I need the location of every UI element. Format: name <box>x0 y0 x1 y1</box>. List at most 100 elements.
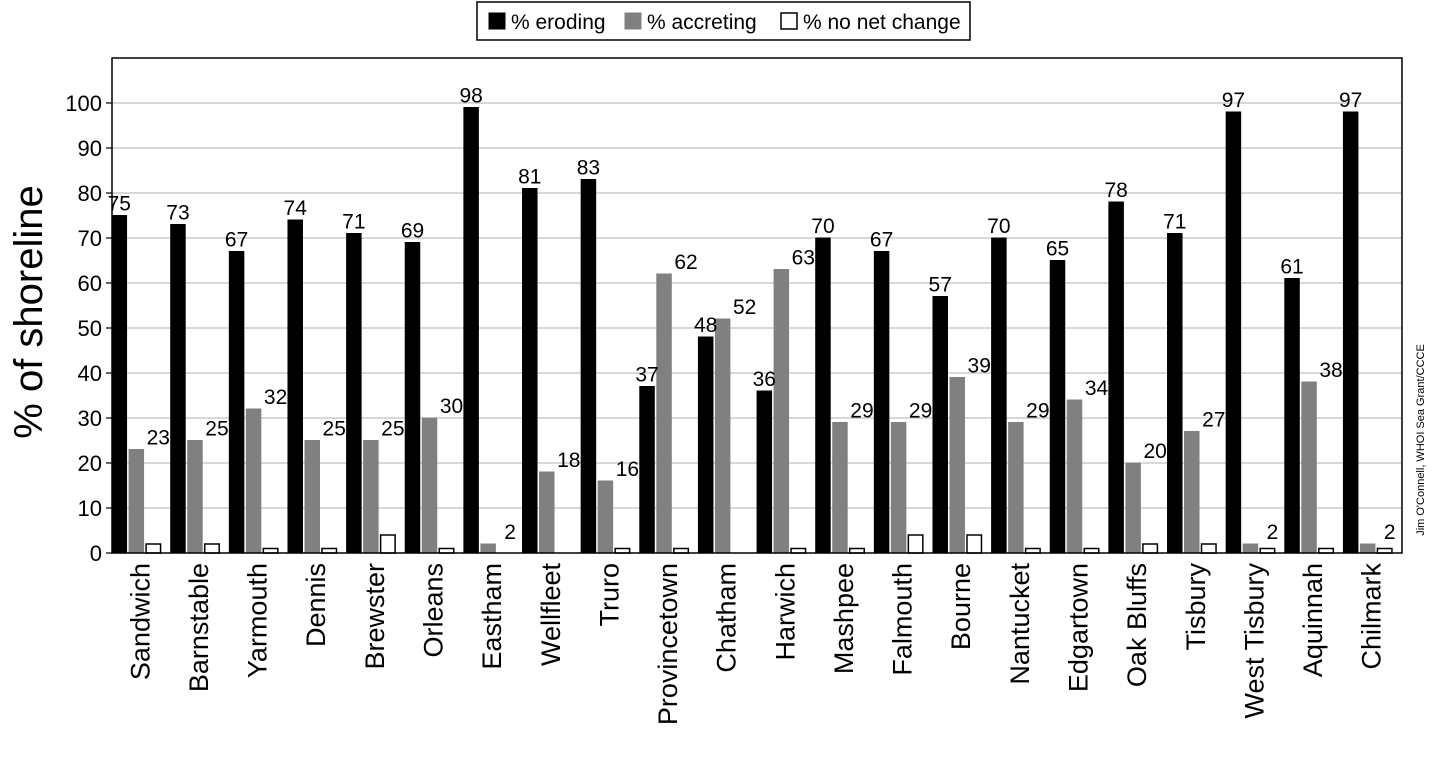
category-label: Nantucket <box>1005 563 1035 685</box>
data-label: 65 <box>1046 238 1069 261</box>
bar-eroding <box>228 251 245 554</box>
category-label: Truro <box>594 563 624 627</box>
bar-eroding <box>1108 201 1124 554</box>
category-label: Provincetown <box>653 563 683 725</box>
data-label: 16 <box>616 458 639 481</box>
bar-eroding <box>1167 233 1183 554</box>
category-label: Dennis <box>301 563 331 647</box>
bar-accreting <box>1066 399 1083 554</box>
bar-eroding <box>756 390 773 554</box>
y-axis-title: % of shoreline <box>7 185 51 438</box>
data-label: 97 <box>1339 89 1362 112</box>
bar-no-net-change <box>966 534 983 554</box>
bars <box>111 107 1393 554</box>
bar-accreting <box>480 543 496 554</box>
category-label: West Tisbury <box>1239 563 1269 719</box>
data-label: 48 <box>694 314 717 337</box>
bar-accreting <box>597 480 614 554</box>
y-tick-label: 0 <box>90 541 102 566</box>
bar-eroding <box>1284 278 1300 554</box>
data-label: 39 <box>968 355 991 378</box>
category-label: Eastham <box>477 563 507 670</box>
category-label: Chatham <box>712 563 742 673</box>
y-tick-label: 50 <box>78 316 102 341</box>
data-label: 25 <box>323 418 346 441</box>
bar-no-net-change <box>1200 543 1217 554</box>
category-label: Yarmouth <box>243 563 273 678</box>
data-label: 81 <box>518 166 541 189</box>
data-label: 30 <box>440 395 463 418</box>
legend-label-no-net-change: % no net change <box>803 11 961 34</box>
legend-swatch-eroding <box>488 12 506 30</box>
bar-accreting <box>1184 431 1200 554</box>
bar-eroding <box>932 296 948 554</box>
data-label: 52 <box>733 296 756 319</box>
data-label: 20 <box>1143 440 1166 463</box>
data-label: 29 <box>850 400 873 423</box>
category-label: Orleans <box>419 563 449 658</box>
data-label: 78 <box>1104 179 1127 202</box>
bar-accreting <box>949 377 965 554</box>
bar-no-net-change <box>379 534 396 554</box>
bar-accreting <box>187 440 203 554</box>
data-label: 57 <box>929 274 952 297</box>
category-label: Brewster <box>360 563 390 670</box>
legend-label-eroding: % eroding <box>511 11 606 34</box>
data-label: 34 <box>1085 377 1109 400</box>
data-label: 70 <box>987 215 1010 238</box>
legend-swatch-no-net-change <box>780 12 798 30</box>
category-label: Edgartown <box>1064 563 1094 692</box>
bar-accreting <box>1301 381 1317 554</box>
bar-accreting <box>539 471 555 554</box>
data-label: 83 <box>577 157 600 180</box>
bar-eroding <box>522 188 538 554</box>
bar-accreting <box>714 318 731 554</box>
bar-accreting <box>421 417 438 554</box>
y-tick-label: 40 <box>78 361 102 386</box>
bar-eroding <box>346 233 362 554</box>
bar-accreting <box>245 408 262 554</box>
bar-eroding <box>639 386 655 554</box>
bar-accreting <box>832 422 848 554</box>
data-label: 25 <box>381 418 404 441</box>
data-label: 32 <box>264 386 287 409</box>
bar-accreting <box>1008 422 1024 554</box>
data-label: 38 <box>1319 359 1342 382</box>
bar-accreting <box>890 422 907 554</box>
bar-no-net-change <box>907 534 924 554</box>
bar-accreting <box>1359 543 1376 554</box>
data-label: 18 <box>557 449 580 472</box>
data-label: 75 <box>108 193 131 216</box>
data-label: 2 <box>1384 521 1396 544</box>
category-label: Chilmark <box>1357 563 1387 670</box>
plot-frame <box>111 57 1403 554</box>
data-label: 71 <box>342 211 365 234</box>
data-label: 63 <box>792 247 815 270</box>
bar-accreting <box>773 269 790 554</box>
category-label: Bourne <box>946 563 976 650</box>
bar-accreting <box>363 440 379 554</box>
y-tick-label: 80 <box>78 181 102 206</box>
bar-accreting <box>128 449 145 554</box>
data-label: 73 <box>166 202 189 225</box>
data-label: 67 <box>225 229 248 252</box>
y-tick-label: 60 <box>78 271 102 296</box>
bar-eroding <box>404 242 421 554</box>
category-label: Mashpee <box>829 563 859 674</box>
data-label: 25 <box>205 418 228 441</box>
bar-eroding <box>873 251 890 554</box>
category-label: Barnstable <box>184 563 214 692</box>
data-label: 2 <box>1267 521 1279 544</box>
bar-eroding <box>1225 111 1242 554</box>
data-label: 61 <box>1280 256 1303 279</box>
category-label: Oak Bluffs <box>1122 563 1152 687</box>
data-label: 27 <box>1202 409 1225 432</box>
data-label: 29 <box>909 400 932 423</box>
bar-no-net-change <box>1142 543 1159 554</box>
category-label: Falmouth <box>888 563 918 676</box>
bar-eroding <box>111 215 128 554</box>
data-label: 97 <box>1222 89 1245 112</box>
y-tick-label: 10 <box>78 496 102 521</box>
bar-eroding <box>1342 111 1359 554</box>
legend-label-accreting: % accreting <box>647 11 757 34</box>
